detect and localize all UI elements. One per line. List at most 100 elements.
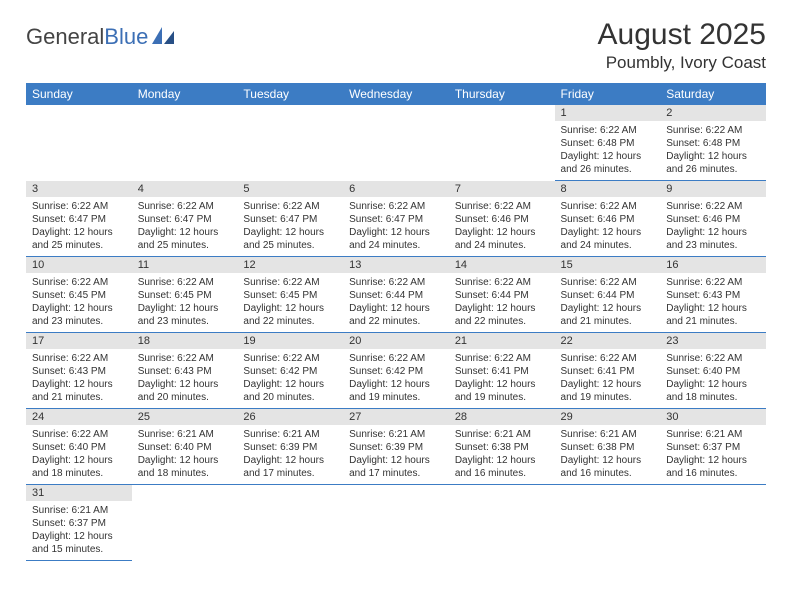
weekday-header: Tuesday — [237, 83, 343, 105]
day-details: Sunrise: 6:21 AMSunset: 6:39 PMDaylight:… — [237, 425, 343, 484]
day-number: 17 — [26, 333, 132, 349]
sunset-line: Sunset: 6:48 PM — [561, 137, 655, 150]
calendar-cell: 26Sunrise: 6:21 AMSunset: 6:39 PMDayligh… — [237, 409, 343, 485]
sunset-line: Sunset: 6:38 PM — [561, 441, 655, 454]
sunset-line: Sunset: 6:39 PM — [349, 441, 443, 454]
day-number-empty — [237, 485, 343, 501]
day-details: Sunrise: 6:21 AMSunset: 6:40 PMDaylight:… — [132, 425, 238, 484]
sunset-line: Sunset: 6:43 PM — [138, 365, 232, 378]
calendar-cell: 7Sunrise: 6:22 AMSunset: 6:46 PMDaylight… — [449, 181, 555, 257]
sunrise-line: Sunrise: 6:22 AM — [243, 200, 337, 213]
calendar-cell: 28Sunrise: 6:21 AMSunset: 6:38 PMDayligh… — [449, 409, 555, 485]
daylight-line: Daylight: 12 hours and 24 minutes. — [455, 226, 549, 252]
sunset-line: Sunset: 6:37 PM — [666, 441, 760, 454]
sunrise-line: Sunrise: 6:22 AM — [666, 124, 760, 137]
calendar-cell: 15Sunrise: 6:22 AMSunset: 6:44 PMDayligh… — [555, 257, 661, 333]
daylight-line: Daylight: 12 hours and 24 minutes. — [349, 226, 443, 252]
day-number: 13 — [343, 257, 449, 273]
daylight-line: Daylight: 12 hours and 25 minutes. — [243, 226, 337, 252]
calendar-cell: 29Sunrise: 6:21 AMSunset: 6:38 PMDayligh… — [555, 409, 661, 485]
calendar-cell — [343, 105, 449, 181]
day-details: Sunrise: 6:22 AMSunset: 6:48 PMDaylight:… — [660, 121, 766, 180]
calendar-row: 3Sunrise: 6:22 AMSunset: 6:47 PMDaylight… — [26, 181, 766, 257]
day-number-empty — [26, 105, 132, 121]
day-details: Sunrise: 6:22 AMSunset: 6:45 PMDaylight:… — [132, 273, 238, 332]
daylight-line: Daylight: 12 hours and 23 minutes. — [32, 302, 126, 328]
day-number: 28 — [449, 409, 555, 425]
day-details: Sunrise: 6:22 AMSunset: 6:46 PMDaylight:… — [449, 197, 555, 256]
sunset-line: Sunset: 6:40 PM — [666, 365, 760, 378]
day-number-empty — [132, 105, 238, 121]
day-details: Sunrise: 6:22 AMSunset: 6:43 PMDaylight:… — [660, 273, 766, 332]
calendar-cell: 20Sunrise: 6:22 AMSunset: 6:42 PMDayligh… — [343, 333, 449, 409]
day-details: Sunrise: 6:22 AMSunset: 6:41 PMDaylight:… — [555, 349, 661, 408]
sunset-line: Sunset: 6:45 PM — [32, 289, 126, 302]
day-number: 7 — [449, 181, 555, 197]
day-number: 22 — [555, 333, 661, 349]
day-number: 1 — [555, 105, 661, 121]
calendar-row: 10Sunrise: 6:22 AMSunset: 6:45 PMDayligh… — [26, 257, 766, 333]
sunset-line: Sunset: 6:47 PM — [138, 213, 232, 226]
daylight-line: Daylight: 12 hours and 17 minutes. — [243, 454, 337, 480]
sunset-line: Sunset: 6:46 PM — [455, 213, 549, 226]
weekday-header: Friday — [555, 83, 661, 105]
sunset-line: Sunset: 6:37 PM — [32, 517, 126, 530]
sunset-line: Sunset: 6:45 PM — [243, 289, 337, 302]
day-details: Sunrise: 6:22 AMSunset: 6:45 PMDaylight:… — [26, 273, 132, 332]
daylight-line: Daylight: 12 hours and 20 minutes. — [243, 378, 337, 404]
sunrise-line: Sunrise: 6:22 AM — [455, 352, 549, 365]
sunset-line: Sunset: 6:47 PM — [243, 213, 337, 226]
day-details: Sunrise: 6:22 AMSunset: 6:40 PMDaylight:… — [660, 349, 766, 408]
day-number: 29 — [555, 409, 661, 425]
day-details: Sunrise: 6:22 AMSunset: 6:42 PMDaylight:… — [343, 349, 449, 408]
day-number: 15 — [555, 257, 661, 273]
day-number: 31 — [26, 485, 132, 501]
day-number: 14 — [449, 257, 555, 273]
calendar-table: SundayMondayTuesdayWednesdayThursdayFrid… — [26, 83, 766, 561]
day-details: Sunrise: 6:22 AMSunset: 6:44 PMDaylight:… — [343, 273, 449, 332]
daylight-line: Daylight: 12 hours and 19 minutes. — [455, 378, 549, 404]
day-details: Sunrise: 6:22 AMSunset: 6:41 PMDaylight:… — [449, 349, 555, 408]
sunset-line: Sunset: 6:38 PM — [455, 441, 549, 454]
day-number: 19 — [237, 333, 343, 349]
day-details: Sunrise: 6:21 AMSunset: 6:37 PMDaylight:… — [26, 501, 132, 560]
daylight-line: Daylight: 12 hours and 20 minutes. — [138, 378, 232, 404]
calendar-cell: 27Sunrise: 6:21 AMSunset: 6:39 PMDayligh… — [343, 409, 449, 485]
daylight-line: Daylight: 12 hours and 22 minutes. — [349, 302, 443, 328]
calendar-row: 24Sunrise: 6:22 AMSunset: 6:40 PMDayligh… — [26, 409, 766, 485]
sunset-line: Sunset: 6:41 PM — [455, 365, 549, 378]
sunset-line: Sunset: 6:42 PM — [349, 365, 443, 378]
day-number: 10 — [26, 257, 132, 273]
calendar-cell: 3Sunrise: 6:22 AMSunset: 6:47 PMDaylight… — [26, 181, 132, 257]
day-number: 25 — [132, 409, 238, 425]
sunset-line: Sunset: 6:41 PM — [561, 365, 655, 378]
calendar-cell: 1Sunrise: 6:22 AMSunset: 6:48 PMDaylight… — [555, 105, 661, 181]
day-details: Sunrise: 6:22 AMSunset: 6:46 PMDaylight:… — [555, 197, 661, 256]
calendar-cell: 11Sunrise: 6:22 AMSunset: 6:45 PMDayligh… — [132, 257, 238, 333]
sunrise-line: Sunrise: 6:21 AM — [561, 428, 655, 441]
calendar-cell — [449, 105, 555, 181]
sunrise-line: Sunrise: 6:21 AM — [138, 428, 232, 441]
daylight-line: Daylight: 12 hours and 18 minutes. — [32, 454, 126, 480]
calendar-cell — [26, 105, 132, 181]
calendar-cell: 31Sunrise: 6:21 AMSunset: 6:37 PMDayligh… — [26, 485, 132, 561]
calendar-cell — [237, 105, 343, 181]
calendar-cell — [343, 485, 449, 561]
day-details: Sunrise: 6:22 AMSunset: 6:43 PMDaylight:… — [26, 349, 132, 408]
weekday-header: Saturday — [660, 83, 766, 105]
sunrise-line: Sunrise: 6:22 AM — [349, 276, 443, 289]
sunrise-line: Sunrise: 6:21 AM — [32, 504, 126, 517]
day-number: 21 — [449, 333, 555, 349]
sunset-line: Sunset: 6:40 PM — [138, 441, 232, 454]
daylight-line: Daylight: 12 hours and 15 minutes. — [32, 530, 126, 556]
sunrise-line: Sunrise: 6:21 AM — [349, 428, 443, 441]
calendar-cell: 23Sunrise: 6:22 AMSunset: 6:40 PMDayligh… — [660, 333, 766, 409]
daylight-line: Daylight: 12 hours and 24 minutes. — [561, 226, 655, 252]
day-details: Sunrise: 6:22 AMSunset: 6:47 PMDaylight:… — [132, 197, 238, 256]
sunrise-line: Sunrise: 6:22 AM — [32, 352, 126, 365]
day-number: 27 — [343, 409, 449, 425]
logo-text-general: General — [26, 24, 104, 50]
sunrise-line: Sunrise: 6:22 AM — [455, 200, 549, 213]
sunrise-line: Sunrise: 6:22 AM — [32, 428, 126, 441]
day-number: 2 — [660, 105, 766, 121]
